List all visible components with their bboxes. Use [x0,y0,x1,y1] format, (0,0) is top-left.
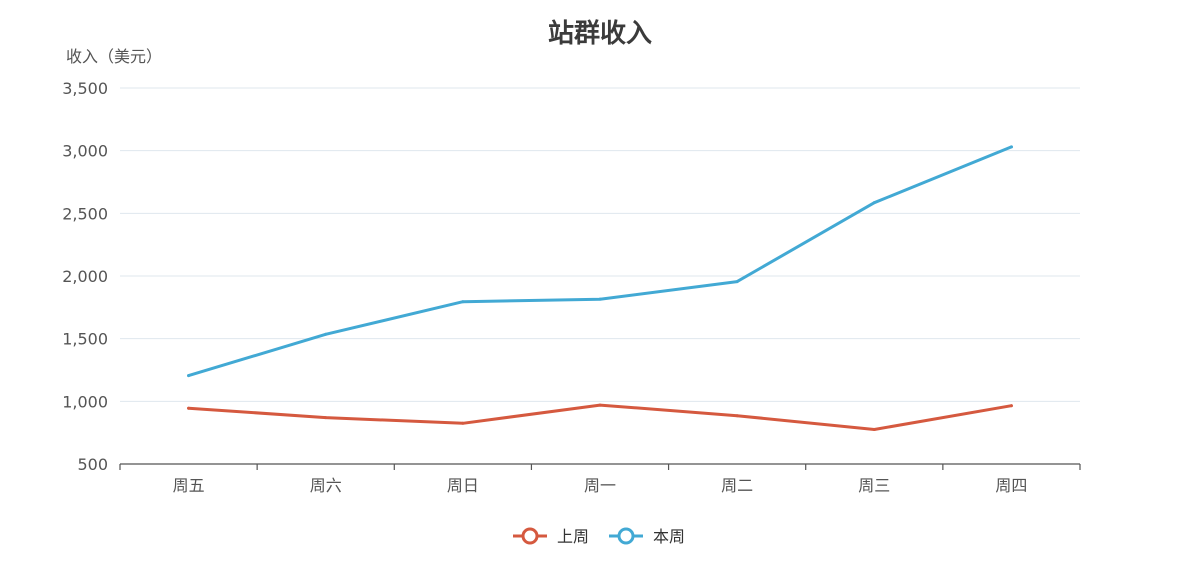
x-tick-label: 周四 [995,476,1027,495]
series-line-1 [187,145,1013,378]
y-tick-label: 3,500 [62,79,108,98]
legend-circle-icon [521,527,539,545]
y-tick-label: 3,000 [62,142,108,161]
data-point [872,201,876,205]
data-point [187,374,191,378]
data-point [461,300,465,304]
y-tick-labels: 500 1,000 1,500 2,000 2,500 3,000 3,500 [62,79,108,474]
series-lines [187,145,1013,432]
data-point [872,428,876,432]
data-point [1009,145,1013,149]
data-point [735,414,739,418]
x-tick-label: 周六 [310,476,342,495]
data-point [461,421,465,425]
data-point [324,332,328,336]
legend[interactable]: 上周 本周 [513,527,685,546]
y-tick-label: 2,000 [62,267,108,286]
y-tick-label: 1,000 [62,392,108,411]
legend-label: 本周 [653,527,685,546]
chart-title: 站群收入 [548,19,652,49]
x-tick-label: 周五 [173,476,205,495]
data-point [598,403,602,407]
data-point [187,406,191,410]
legend-circle-icon [617,527,635,545]
x-tick-label: 周一 [584,476,616,495]
y-tick-label: 500 [77,455,108,474]
legend-item-0[interactable]: 上周 [513,527,589,546]
x-tick-label: 周三 [858,476,890,495]
x-tick-labels: 周五 周六 周日 周一 周二 周三 周四 [173,476,1028,495]
data-point [324,416,328,420]
series-line-0 [187,403,1013,431]
data-point [1009,404,1013,408]
y-tick-label: 2,500 [62,204,108,223]
x-tick-label: 周二 [721,476,753,495]
grid-lines [120,87,1080,402]
y-tick-label: 1,500 [62,330,108,349]
data-point [735,280,739,284]
x-tick-label: 周日 [447,476,479,495]
axes [119,463,1081,470]
legend-item-1[interactable]: 本周 [609,527,685,546]
legend-label: 上周 [557,527,589,546]
data-point [598,297,602,301]
y-axis-title: 收入（美元） [66,47,162,66]
